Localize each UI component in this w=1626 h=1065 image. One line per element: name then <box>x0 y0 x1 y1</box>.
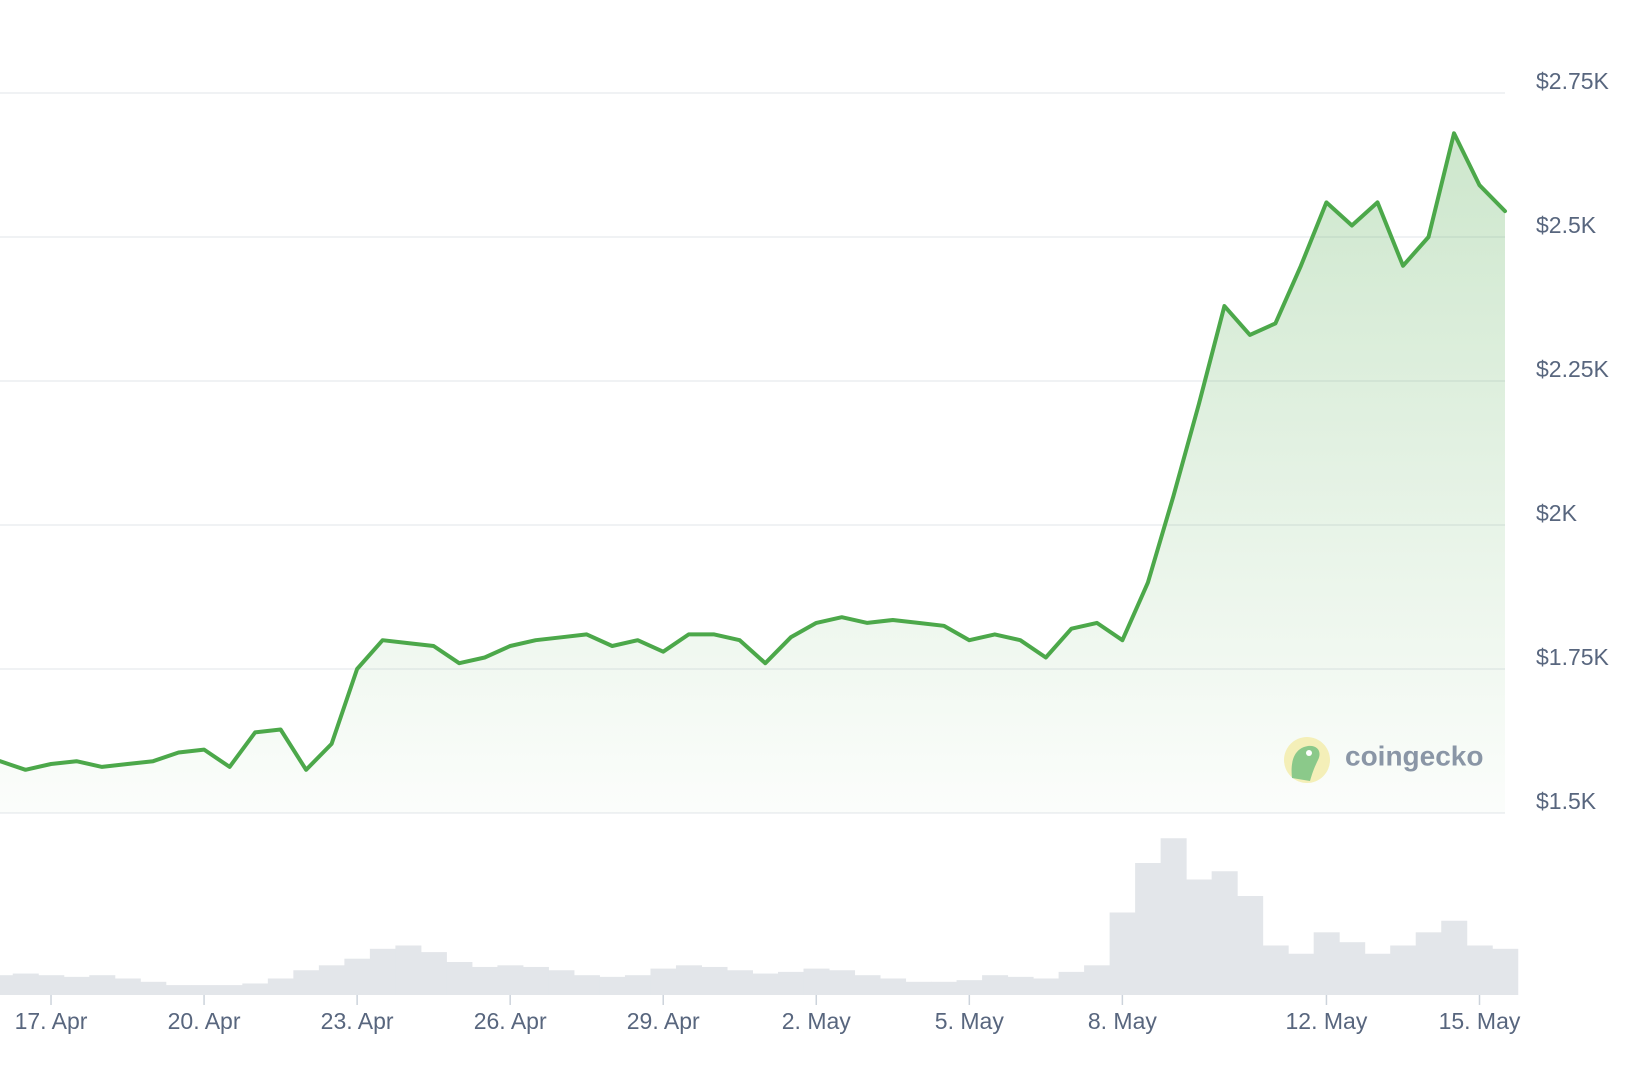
volume-bar <box>1211 871 1238 995</box>
volume-bar <box>1415 932 1442 995</box>
logo-eye <box>1306 750 1312 756</box>
volume-bar <box>38 975 65 995</box>
volume-bar <box>1492 948 1519 995</box>
x-tick-label: 8. May <box>1088 1008 1158 1034</box>
volume-bar <box>1288 953 1315 995</box>
volume-bar <box>931 981 958 995</box>
watermark: coingecko <box>1284 737 1483 783</box>
volume-bar <box>12 973 39 995</box>
volume-bar <box>1390 945 1417 995</box>
volume-bar <box>1058 971 1085 995</box>
volume-bar <box>905 981 932 995</box>
y-tick-label: $1.75K <box>1536 644 1610 670</box>
volume-bar <box>726 970 753 995</box>
volume-bar <box>829 970 856 995</box>
x-tick-label: 17. Apr <box>15 1008 88 1034</box>
y-tick-label: $2.75K <box>1536 68 1610 94</box>
volume-bar <box>344 958 371 995</box>
x-tick-label: 20. Apr <box>168 1008 241 1034</box>
volume-bar <box>446 962 473 995</box>
volume-bar <box>0 975 14 995</box>
volume-bar <box>420 952 447 995</box>
volume-bar <box>1186 879 1213 995</box>
volume-bar <box>880 978 907 995</box>
volume-bar <box>63 976 90 995</box>
volume-bar <box>369 948 396 995</box>
volume-bar <box>1441 920 1468 995</box>
volume-bar <box>624 975 651 995</box>
volume-bar <box>1033 978 1060 995</box>
volume-bar <box>140 981 167 995</box>
y-tick-label: $2.25K <box>1536 356 1610 382</box>
volume-bar <box>650 968 677 995</box>
volume-bar <box>318 965 345 995</box>
volume-bar <box>1160 838 1187 995</box>
volume-bar <box>675 965 702 995</box>
volume-bar <box>573 975 600 995</box>
volume-bar <box>497 965 524 995</box>
volume-bar <box>1109 912 1136 995</box>
volume-bar <box>471 966 498 995</box>
volume-bar <box>1237 896 1264 995</box>
volume-bar <box>395 945 422 995</box>
volume-bar <box>293 970 320 995</box>
volume-bar <box>548 970 575 995</box>
volume-bar <box>701 966 728 995</box>
volume-bar <box>89 975 116 995</box>
volume-bar <box>1262 945 1289 995</box>
volume-bar <box>114 978 141 995</box>
volume-bar <box>1466 945 1493 995</box>
volume-bar <box>1313 932 1340 995</box>
x-tick-label: 29. Apr <box>627 1008 700 1034</box>
logo-gecko <box>1291 745 1320 781</box>
watermark-text: coingecko <box>1345 740 1483 771</box>
x-tick-label: 5. May <box>935 1008 1005 1034</box>
y-tick-label: $1.5K <box>1536 788 1597 814</box>
price-line <box>0 131 1507 772</box>
volume-bar <box>191 985 218 995</box>
volume-bar <box>165 985 192 995</box>
volume-bar <box>778 971 805 995</box>
y-tick-label: $2K <box>1536 500 1578 526</box>
volume-bar <box>1339 942 1366 995</box>
x-tick-label: 15. May <box>1439 1008 1521 1034</box>
volume-bar <box>242 983 269 995</box>
volume-bar <box>1364 953 1391 995</box>
volume-bar <box>522 966 549 995</box>
volume-bar <box>1084 965 1111 995</box>
volume-bar <box>216 985 243 995</box>
x-tick-label: 12. May <box>1286 1008 1368 1034</box>
volume-bar <box>803 968 830 995</box>
price-area <box>0 133 1505 814</box>
volume-bar <box>1007 976 1034 995</box>
x-tick-label: 2. May <box>782 1008 852 1034</box>
y-tick-label: $2.5K <box>1536 212 1597 238</box>
volume-bar <box>1135 863 1162 995</box>
volume-bar <box>982 975 1009 995</box>
volume-bar <box>752 973 779 995</box>
x-tick-label: 26. Apr <box>474 1008 547 1034</box>
volume-bar <box>599 976 626 995</box>
volume-bar <box>267 978 294 995</box>
volume-bar <box>854 975 881 995</box>
volume-bar <box>956 980 983 995</box>
x-tick-label: 23. Apr <box>321 1008 394 1034</box>
